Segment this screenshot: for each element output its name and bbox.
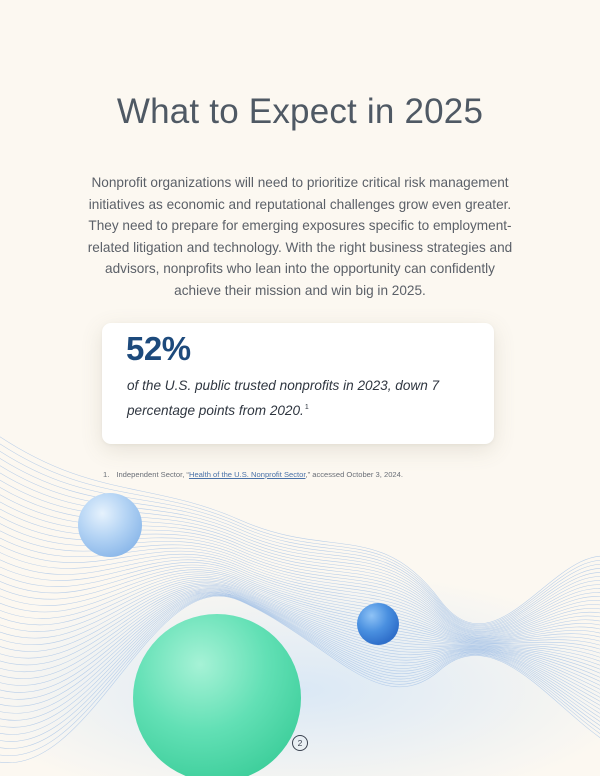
footnote-source-link[interactable]: Health of the U.S. Nonprofit Sector <box>188 470 306 479</box>
wave-line <box>0 564 600 642</box>
wave-line <box>0 544 600 639</box>
wave-line <box>0 583 600 678</box>
footnote-number: 1. <box>103 470 110 479</box>
stat-caption-text: of the U.S. public trusted nonprofits in… <box>127 378 440 418</box>
wave-line <box>0 579 600 666</box>
wave-line <box>0 567 600 643</box>
wave-line <box>0 443 600 626</box>
stat-value: 52% <box>126 330 191 367</box>
wave-line <box>0 591 600 714</box>
wave-line <box>0 587 600 690</box>
footnote-reference: 1 <box>304 404 309 411</box>
intro-paragraph: Nonprofit organizations will need to pri… <box>87 175 513 298</box>
wave-line <box>0 436 600 625</box>
wave-line <box>0 582 600 674</box>
wave-line <box>0 590 600 707</box>
wave-line <box>0 575 600 658</box>
wave-line <box>0 584 600 682</box>
wave-line <box>0 562 600 641</box>
wave-line <box>0 595 600 763</box>
page-title: What to Expect in 2025 <box>116 92 484 131</box>
blue-sphere <box>357 603 399 645</box>
wave-line <box>0 595 600 756</box>
wave-line <box>0 594 600 742</box>
wave-line <box>0 594 600 749</box>
wave-line <box>0 593 600 735</box>
wave-line <box>0 592 600 728</box>
footnote-source-prefix: Independent Sector, “ <box>116 470 189 479</box>
wave-line <box>0 556 600 640</box>
wave-line <box>0 559 600 641</box>
wave-line <box>0 580 600 670</box>
wave-line <box>0 592 600 721</box>
footnote: 1. Independent Sector, “Health of the U.S… <box>103 470 403 479</box>
mint-sphere <box>133 614 301 776</box>
wave-line <box>0 577 600 662</box>
wave-line <box>0 588 600 694</box>
wave-line <box>0 551 600 639</box>
wave-line <box>0 586 600 686</box>
wave-line <box>0 590 600 702</box>
wave-line <box>0 569 600 646</box>
stat-caption: of the U.S. public trusted nonprofits in… <box>127 375 472 422</box>
wave-line <box>0 589 600 698</box>
stat-callout-card: 52% of the U.S. public trusted nonprofit… <box>102 323 494 444</box>
light-blue-sphere <box>78 493 142 557</box>
footnote-source-suffix: ,” accessed October 3, 2024. <box>305 470 403 479</box>
page-number-badge: 2 <box>292 735 308 751</box>
wave-line <box>0 573 600 654</box>
wave-line <box>0 571 600 650</box>
